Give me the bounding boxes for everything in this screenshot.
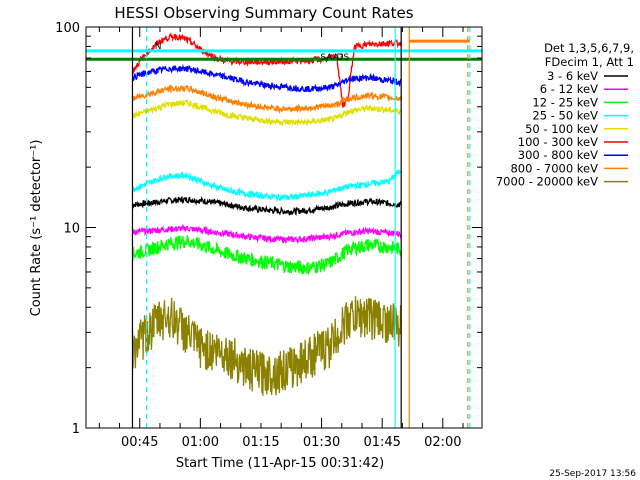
series-line-1: [132, 195, 402, 217]
x-tick-label: 01:30: [303, 435, 340, 450]
annotation-group: N SAA?DS: [155, 42, 350, 63]
x-tick-label: 01:45: [363, 435, 400, 450]
legend-label-6: 100 - 300 keV: [518, 135, 598, 149]
annotation-2: SAA?: [320, 53, 343, 63]
legend-label-9: 7000 - 20000 keV: [496, 175, 598, 189]
legend-label-3: 12 - 25 keV: [532, 95, 598, 109]
annotation-3: DS: [337, 53, 350, 63]
series-line-3: [132, 235, 402, 275]
y-tick-labels: 1 10 100: [55, 21, 80, 437]
vertical-markers-group: [131, 27, 471, 428]
legend-label-2: 6 - 12 keV: [540, 82, 598, 96]
x-tick-label: 02:00: [424, 435, 461, 450]
series-line-7: [131, 63, 402, 93]
x-tick-label: 01:00: [182, 435, 219, 450]
series-line-9: [131, 296, 402, 396]
chart-title: HESSI Observing Summary Count Rates: [114, 4, 413, 22]
legend-label-1: 3 - 6 keV: [547, 69, 598, 83]
y-tick-label: 10: [63, 222, 80, 237]
legend-label-4: 25 - 50 keV: [532, 109, 598, 123]
y-axis-label: Count Rate (s⁻¹ detector⁻¹): [29, 140, 44, 317]
legend-label-5: 50 - 100 keV: [525, 122, 598, 136]
y-tick-label: 100: [55, 21, 80, 36]
series-group: [131, 32, 402, 396]
series-line-6: [131, 32, 402, 108]
flag-lines-group: [86, 39, 482, 61]
x-tick-label: 00:45: [121, 435, 158, 450]
footer-timestamp: 25-Sep-2017 13:56: [549, 469, 636, 479]
legend-label-7: 300 - 800 keV: [518, 148, 598, 162]
y-tick-label: 1: [72, 422, 80, 437]
x-tick-labels: 00:45 01:00 01:15 01:30 01:45 02:00: [121, 435, 462, 450]
legend: Det 1,3,5,6,7,9, FDecim 1, Att 1 3 - 6 k…: [496, 41, 634, 189]
series-line-8: [131, 84, 402, 115]
legend-title-line-2: FDecim 1, Att 1: [545, 55, 634, 69]
x-axis-label: Start Time (11-Apr-15 00:31:42): [176, 456, 384, 471]
series-line-5: [131, 99, 402, 127]
x-tick-label: 01:15: [242, 435, 279, 450]
legend-title-line-1: Det 1,3,5,6,7,9,: [544, 41, 634, 55]
axes-group: [85, 26, 483, 429]
annotation-1: N: [155, 42, 162, 52]
legend-label-8: 800 - 7000 keV: [510, 161, 598, 175]
series-line-4: [131, 169, 402, 202]
series-line-2: [131, 223, 402, 245]
